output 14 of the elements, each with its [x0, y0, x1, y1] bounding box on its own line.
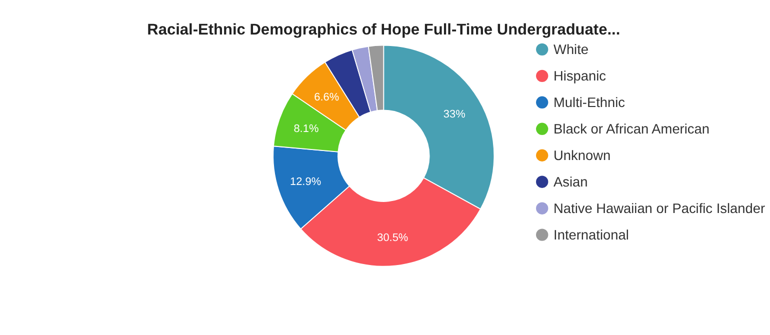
data-label: 6.6%	[314, 91, 340, 104]
legend-label: Hispanic	[554, 68, 606, 84]
legend-label: Asian	[554, 174, 588, 190]
legend-label: International	[554, 227, 629, 242]
legend-label: Black or African American	[554, 121, 710, 136]
legend-label: White	[554, 42, 589, 57]
data-label: 8.1%	[294, 122, 319, 135]
data-label: 12.9%	[290, 176, 322, 188]
legend-label: Unknown	[554, 148, 611, 163]
data-label: 30.5%	[377, 232, 408, 244]
chart-title: Racial-Ethnic Demographics of Hope Full-Time Undergraduate...	[147, 21, 620, 38]
legend-label: Native Hawaiian or Pacific Islander	[554, 200, 766, 216]
legend-label: Multi-Ethnic	[554, 94, 626, 110]
data-label: 33%	[443, 108, 466, 121]
